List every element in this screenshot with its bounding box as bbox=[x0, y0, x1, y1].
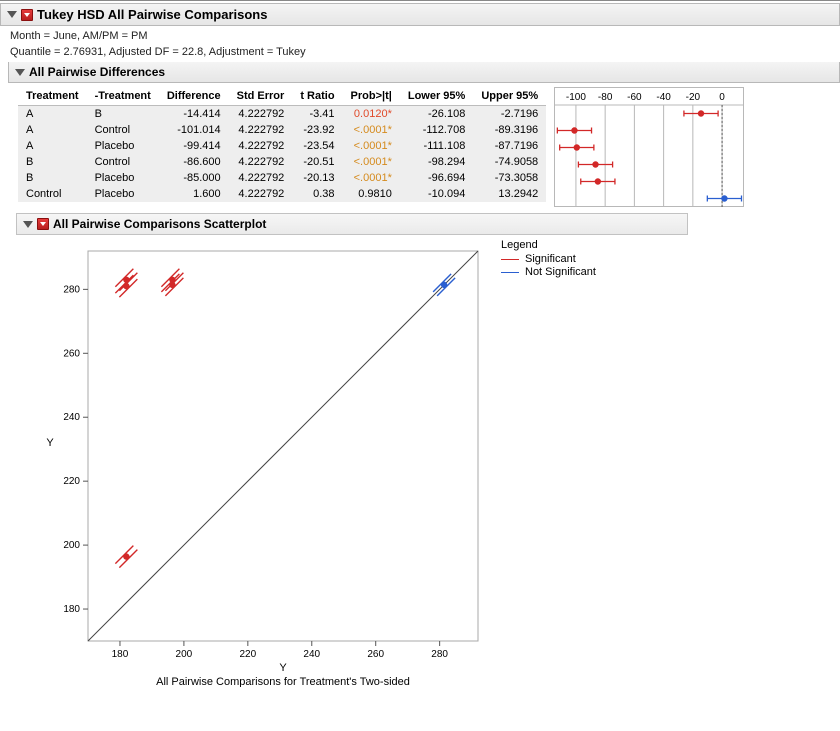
differences-header[interactable]: All Pairwise Differences bbox=[8, 62, 840, 83]
col-header: Std Error bbox=[229, 87, 293, 106]
main-title: Tukey HSD All Pairwise Comparisons bbox=[37, 7, 267, 22]
legend-sig-label: Significant bbox=[525, 253, 576, 265]
svg-text:0: 0 bbox=[719, 92, 725, 103]
differences-table: Treatment-TreatmentDifferenceStd Errort … bbox=[18, 87, 546, 202]
filter-info: Month = June, AM/PM = PM bbox=[0, 26, 840, 46]
collapse-icon[interactable] bbox=[23, 221, 33, 228]
table-row: BControl-86.6004.222792-20.51<.0001*-98.… bbox=[18, 154, 546, 170]
svg-text:180: 180 bbox=[63, 604, 80, 615]
svg-text:-80: -80 bbox=[598, 92, 613, 103]
collapse-icon[interactable] bbox=[7, 11, 17, 18]
svg-text:-20: -20 bbox=[686, 92, 701, 103]
svg-text:180: 180 bbox=[112, 649, 129, 660]
svg-text:200: 200 bbox=[63, 540, 80, 551]
legend-title: Legend bbox=[501, 239, 596, 251]
col-header: t Ratio bbox=[292, 87, 342, 106]
col-header: Prob>|t| bbox=[343, 87, 400, 106]
svg-text:220: 220 bbox=[63, 476, 80, 487]
svg-text:-40: -40 bbox=[657, 92, 672, 103]
legend-sig-line bbox=[501, 259, 519, 260]
svg-text:260: 260 bbox=[63, 348, 80, 359]
col-header: Treatment bbox=[18, 87, 87, 106]
svg-text:-100: -100 bbox=[566, 92, 586, 103]
col-header: -Treatment bbox=[87, 87, 159, 106]
svg-text:Y: Y bbox=[46, 437, 54, 449]
menu-icon[interactable] bbox=[21, 9, 33, 21]
svg-text:280: 280 bbox=[63, 284, 80, 295]
legend-nsig-label: Not Significant bbox=[525, 266, 596, 278]
svg-text:220: 220 bbox=[239, 649, 256, 660]
table-row: ControlPlacebo1.6004.2227920.380.9810-10… bbox=[18, 186, 546, 202]
collapse-icon[interactable] bbox=[15, 69, 25, 76]
col-header: Upper 95% bbox=[473, 87, 546, 106]
differences-title: All Pairwise Differences bbox=[29, 65, 165, 79]
svg-text:260: 260 bbox=[367, 649, 384, 660]
table-row: APlacebo-99.4144.222792-23.54<.0001*-111… bbox=[18, 138, 546, 154]
stat-info: Quantile = 2.76931, Adjusted DF = 22.8, … bbox=[0, 46, 840, 62]
main-panel-header[interactable]: Tukey HSD All Pairwise Comparisons bbox=[0, 3, 840, 26]
table-row: BPlacebo-85.0004.222792-20.13<.0001*-96.… bbox=[18, 170, 546, 186]
legend: Legend Significant Not Significant bbox=[501, 239, 596, 279]
svg-text:240: 240 bbox=[63, 412, 80, 423]
col-header: Lower 95% bbox=[400, 87, 473, 106]
scatter-title: All Pairwise Comparisons Scatterplot bbox=[53, 217, 266, 231]
svg-text:All Pairwise Comparisons for T: All Pairwise Comparisons for Treatment's… bbox=[156, 676, 410, 687]
scatter-header[interactable]: All Pairwise Comparisons Scatterplot bbox=[16, 213, 688, 235]
scatter-plot: 180 180 200 200 220 220 240 240 260 260 280 280 Y All… bbox=[36, 239, 491, 687]
table-row: AB-14.4144.222792-3.410.0120*-26.108-2.7… bbox=[18, 106, 546, 123]
svg-text:240: 240 bbox=[303, 649, 320, 660]
svg-text:-60: -60 bbox=[627, 92, 642, 103]
menu-icon[interactable] bbox=[37, 218, 49, 230]
ci-mini-chart: -100 -80 -60 -40 -20 0 bbox=[554, 87, 744, 207]
svg-text:Y: Y bbox=[279, 662, 287, 674]
svg-text:280: 280 bbox=[431, 649, 448, 660]
table-row: AControl-101.0144.222792-23.92<.0001*-11… bbox=[18, 122, 546, 138]
legend-nsig-line bbox=[501, 272, 519, 273]
svg-text:200: 200 bbox=[176, 649, 193, 660]
col-header: Difference bbox=[159, 87, 229, 106]
